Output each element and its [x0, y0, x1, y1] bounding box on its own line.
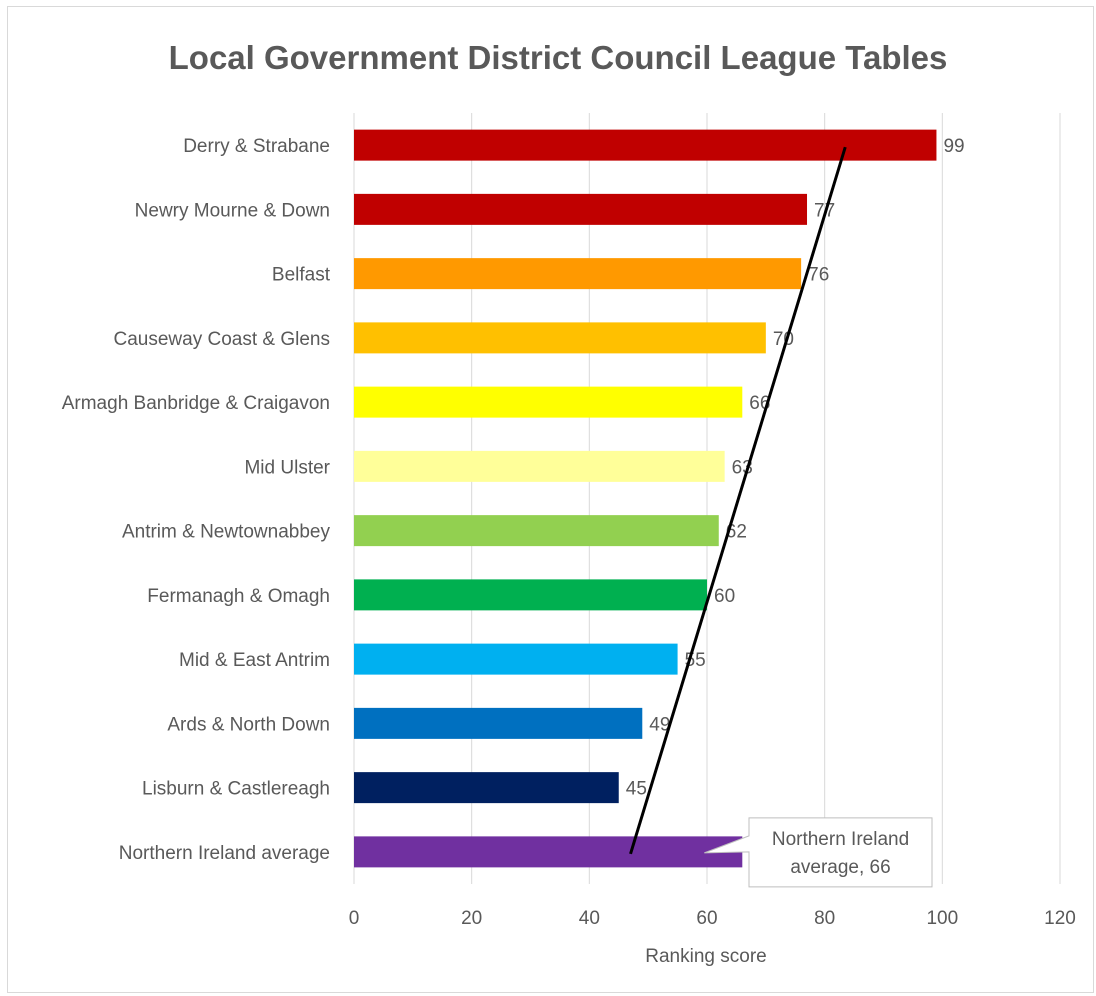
x-tick-label-100: 100: [926, 908, 958, 929]
bar-antrim-and-newtownabbey: [354, 515, 719, 547]
bar-armagh-banbridge-and-craigavon: [354, 386, 743, 418]
callout-box: [704, 817, 933, 888]
trend-layer: [629, 146, 847, 855]
bar-causeway-coast-and-glens: [354, 322, 766, 354]
bar-mid-ulster: [354, 450, 725, 482]
x-tick-label-0: 0: [349, 908, 360, 929]
category-label-northern-ireland-average: Northern Ireland average: [119, 843, 330, 864]
data-label-fermanagh-and-omagh: 60: [714, 586, 735, 607]
data-label-ards-and-north-down: 49: [649, 714, 670, 735]
bar-ards-and-north-down: [354, 707, 643, 739]
callout-line-2: average, 66: [790, 857, 890, 878]
x-tick-label-40: 40: [579, 908, 600, 929]
bar-lisburn-and-castlereagh: [354, 772, 619, 804]
x-tick-labels: 0 20 40 60 80 100 120: [349, 908, 1076, 929]
category-label-antrim-and-newtownabbey: Antrim & Newtownabbey: [122, 522, 331, 543]
category-labels: Derry & Strabane Newry Mourne & Down Belfa…: [62, 136, 331, 864]
callout-line-1: Northern Ireland: [772, 829, 909, 850]
x-tick-label-20: 20: [461, 908, 482, 929]
bar-belfast: [354, 258, 802, 290]
category-label-causeway-coast-and-glens: Causeway Coast & Glens: [114, 329, 331, 350]
category-label-newry-mourne-and-down: Newry Mourne & Down: [135, 200, 330, 221]
category-label-lisburn-and-castlereagh: Lisburn & Castlereagh: [142, 779, 330, 800]
category-label-armagh-banbridge-and-craigavon: Armagh Banbridge & Craigavon: [62, 393, 330, 414]
x-tick-label-120: 120: [1044, 908, 1076, 929]
data-label-lisburn-and-castlereagh: 45: [626, 779, 647, 800]
chart-title: Local Government District Council League…: [169, 39, 948, 76]
gridlines: [353, 113, 1061, 884]
bar-newry-mourne-and-down: [354, 193, 808, 225]
category-label-fermanagh-and-omagh: Fermanagh & Omagh: [147, 586, 330, 607]
category-label-belfast: Belfast: [272, 265, 331, 286]
data-label-belfast: 76: [808, 265, 829, 286]
data-label-derry-and-strabane: 99: [943, 136, 964, 157]
callout-layer: Northern Ireland average, 66: [704, 817, 933, 888]
category-label-mid-ulster: Mid Ulster: [244, 457, 330, 478]
bar-northern-ireland-average: [354, 836, 743, 868]
category-label-derry-and-strabane: Derry & Strabane: [183, 136, 330, 157]
bar-mid-and-east-antrim: [354, 643, 678, 675]
trend-line: [629, 146, 847, 855]
x-tick-label-80: 80: [814, 908, 835, 929]
category-label-mid-and-east-antrim: Mid & East Antrim: [179, 650, 330, 671]
x-tick-label-60: 60: [696, 908, 717, 929]
bar-derry-and-strabane: [354, 129, 937, 161]
bars: [354, 129, 937, 868]
bar-fermanagh-and-omagh: [354, 579, 707, 611]
category-label-ards-and-north-down: Ards & North Down: [167, 714, 330, 735]
x-axis-title: Ranking score: [645, 946, 766, 967]
